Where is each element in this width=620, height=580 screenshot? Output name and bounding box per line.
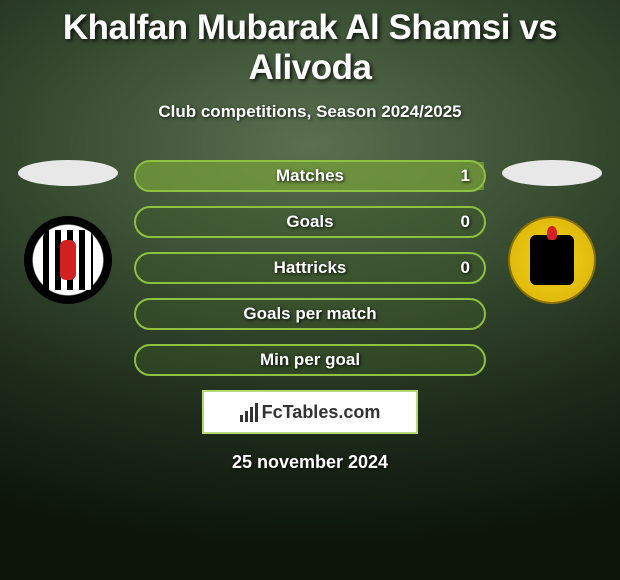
club-logo-right [508, 216, 596, 304]
stat-label: Matches [276, 166, 344, 186]
stat-value: 1 [461, 166, 470, 186]
stats-column: Matches 1 Goals 0 Hattricks 0 Goals per … [128, 160, 492, 376]
stat-row-hattricks: Hattricks 0 [134, 252, 486, 284]
club-logo-left [24, 216, 112, 304]
stat-value: 0 [461, 258, 470, 278]
chart-icon [240, 403, 258, 422]
page-title: Khalfan Mubarak Al Shamsi vs Alivoda [0, 0, 620, 88]
player-right-silhouette [502, 160, 602, 186]
stat-value: 0 [461, 212, 470, 232]
stat-row-min-per-goal: Min per goal [134, 344, 486, 376]
stat-label: Hattricks [274, 258, 347, 278]
date-label: 25 november 2024 [0, 452, 620, 473]
subtitle: Club competitions, Season 2024/2025 [0, 102, 620, 122]
player-right-column [492, 160, 612, 304]
brand-text: FcTables.com [262, 402, 381, 423]
stat-row-goals: Goals 0 [134, 206, 486, 238]
brand-box[interactable]: FcTables.com [202, 390, 418, 434]
stat-label: Min per goal [260, 350, 360, 370]
stat-row-matches: Matches 1 [134, 160, 486, 192]
stat-label: Goals per match [243, 304, 376, 324]
player-left-column [8, 160, 128, 304]
stat-label: Goals [286, 212, 333, 232]
comparison-content: Matches 1 Goals 0 Hattricks 0 Goals per … [0, 160, 620, 376]
stat-row-goals-per-match: Goals per match [134, 298, 486, 330]
player-left-silhouette [18, 160, 118, 186]
